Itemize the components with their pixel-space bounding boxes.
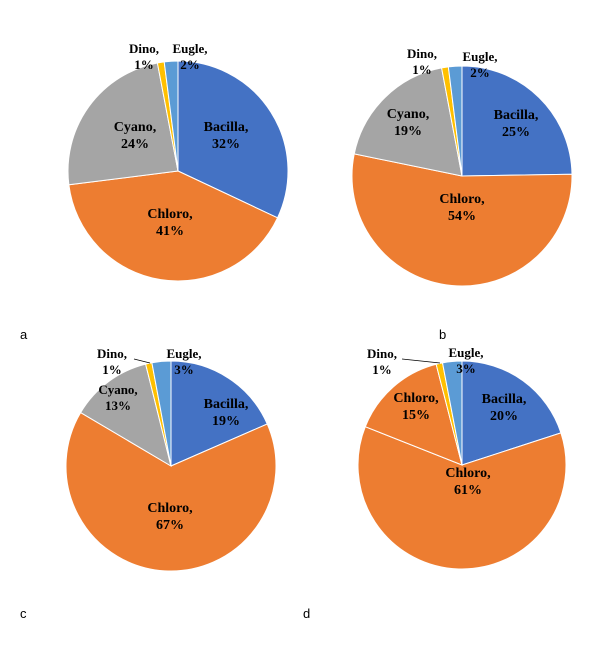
pie-slice-eugle xyxy=(447,65,463,177)
data-label-chloro: Chloro, 61% xyxy=(445,466,490,498)
data-label-chloro: Chloro, 67% xyxy=(147,501,192,533)
pie-chart-a: Bacilla, 32% Chloro, 41% Cyano, 24% Dino, 1% Eug… xyxy=(67,41,289,282)
data-label-cyano: Cyano, 19% xyxy=(387,107,429,139)
pie-slice-bacilla xyxy=(170,360,268,467)
pie-slice-bacilla xyxy=(177,60,289,219)
data-label-cyano: Cyano, 13% xyxy=(98,382,137,413)
leader-line xyxy=(133,358,151,364)
data-label-eugle: Eugle, 3% xyxy=(166,346,201,377)
panel-label-c: c xyxy=(20,606,27,621)
data-label-dino: Dino, 1% xyxy=(97,346,127,377)
data-label-chloro: Chloro, 15% xyxy=(393,391,438,423)
pie-slice-eugle xyxy=(441,360,463,466)
pie-slice-eugle xyxy=(151,360,172,467)
pie-slice-eugle xyxy=(163,60,179,172)
leader-line xyxy=(401,358,441,364)
data-label-bacilla: Bacilla, 25% xyxy=(494,108,539,140)
pie-slice-cyano xyxy=(79,363,172,468)
pie-chart-d: Bacilla, 20% Chloro, 61% Chloro, 15% Dino, 1% Eu… xyxy=(357,345,567,570)
data-label-bacilla: Bacilla, 19% xyxy=(204,397,249,429)
pie-slice-chloro xyxy=(351,153,573,287)
pie-slice-bacilla xyxy=(461,65,573,177)
data-label-eugle: Eugle, 2% xyxy=(462,49,497,80)
pie-slice-cyano xyxy=(353,67,463,177)
pie-slice-chloro xyxy=(357,426,567,570)
pie-chart-b: Bacilla, 25% Chloro, 54% Cyano, 19% Dino, 1% Eug… xyxy=(351,46,573,287)
panel-label-b: b xyxy=(439,327,446,342)
data-label-dino: Dino, 1% xyxy=(367,346,397,377)
data-label-eugle: Eugle, 3% xyxy=(448,345,483,376)
data-label-bacilla: Bacilla, 20% xyxy=(482,392,527,424)
data-label-eugle: Eugle, 2% xyxy=(172,41,207,72)
data-label-chloro: Chloro, 54% xyxy=(439,192,484,224)
pie-chart-c: Bacilla, 19% Chloro, 67% Cyano, 13% Dino, 1% Eug… xyxy=(65,346,277,572)
panel-label-a: a xyxy=(20,327,28,342)
data-label-bacilla: Bacilla, 32% xyxy=(204,120,249,152)
pie-slice-chloro xyxy=(364,363,463,466)
data-label-dino: Dino, 1% xyxy=(407,46,437,77)
pie-slice-bacilla xyxy=(461,360,562,466)
pie-slice-cyano xyxy=(67,62,179,186)
data-label-dino: Dino, 1% xyxy=(129,41,159,72)
data-label-chloro: Chloro, 41% xyxy=(147,207,192,239)
data-label-cyano: Cyano, 24% xyxy=(114,120,156,152)
pie-slice-chloro xyxy=(68,170,279,282)
pie-slice-chloro xyxy=(65,411,277,572)
panel-label-d: d xyxy=(303,606,310,621)
